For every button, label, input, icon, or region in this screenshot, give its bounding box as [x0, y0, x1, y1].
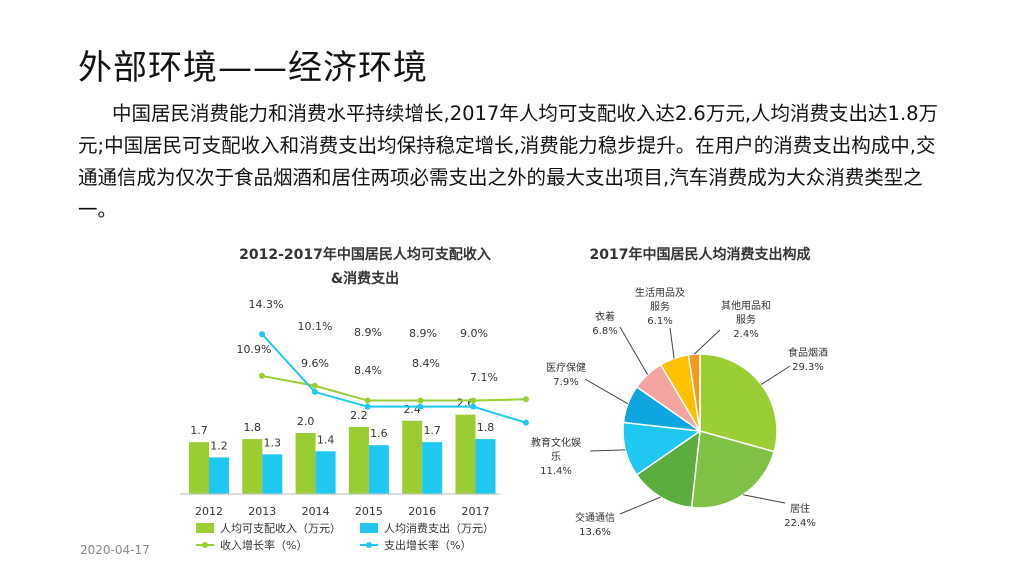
point-income-growth-2015	[417, 397, 424, 404]
pie-label-5: 衣着	[595, 310, 615, 323]
bar-label-expense-2016: 1.7	[423, 424, 441, 437]
point-expense-growth-2016	[470, 403, 477, 410]
bar-expense-2012	[209, 457, 229, 494]
expense-growth-label-2015: 8.4%	[412, 357, 440, 370]
point-expense-growth-2013	[311, 388, 318, 395]
legend-swatch-income	[196, 523, 214, 533]
point-income-growth-2016	[470, 397, 477, 404]
bar-label-income-2015: 2.2	[350, 409, 368, 422]
pie-slice-1	[690, 430, 776, 509]
pie-label-0: 食品烟酒	[788, 346, 828, 359]
legend-label-income: 人均可支配收入（万元）	[220, 521, 341, 535]
line-income-growth	[261, 374, 527, 402]
pie-pct-3: 11.4%	[540, 466, 572, 477]
bar-income-2012	[189, 442, 209, 494]
pie-leader-1	[743, 494, 786, 504]
legend-swatch-expense	[360, 523, 378, 533]
slide-title: 外部环境——经济环境	[78, 48, 428, 88]
footer-date: 2020-04-17	[80, 543, 150, 557]
pie-leader-4	[584, 378, 629, 405]
bar-income-2013	[242, 439, 263, 494]
legend-marker-income-growth	[202, 542, 208, 548]
pie-leader-6	[669, 327, 675, 359]
income-growth-label-2014: 8.9%	[354, 326, 382, 339]
pie-label-2: 交通通信	[575, 511, 615, 524]
bar-chart-title-line1: 2012-2017年中国居民人均可支配收入	[239, 247, 491, 263]
pie-label-4: 医疗保健	[546, 361, 586, 374]
pie-leader-2	[619, 496, 661, 515]
legend-label-expense-growth: 支出增长率（%）	[384, 538, 471, 552]
bar-label-expense-2012: 1.2	[210, 439, 228, 452]
bar-expense-2017	[475, 439, 496, 494]
point-expense-growth-2017	[523, 419, 529, 426]
bar-expense-2014	[315, 451, 336, 494]
bar-label-income-2013: 1.8	[244, 421, 262, 434]
pie-pct-4: 7.9%	[553, 377, 578, 388]
bar-label-expense-2014: 1.4	[317, 433, 335, 446]
x-tick-2012: 2012	[195, 505, 223, 518]
point-income-growth-2017	[523, 396, 529, 403]
bar-label-income-2012: 1.7	[190, 424, 208, 437]
bar-income-2015	[348, 426, 369, 494]
bar-expense-2016	[422, 442, 443, 494]
x-tick-2016: 2016	[408, 505, 436, 518]
pie-chart-title: 2017年中国居民人均消费支出构成	[589, 247, 811, 263]
legend-label-income-growth: 收入增长率（%）	[220, 538, 307, 552]
pie-pct-5: 6.8%	[592, 326, 617, 337]
line-expense-growth	[261, 333, 527, 424]
pie-leader-0	[761, 365, 791, 385]
pie-pct-2: 13.6%	[579, 527, 611, 538]
pie-label-1: 居住	[790, 502, 810, 515]
point-income-growth-2014	[364, 397, 371, 404]
pie-label-3-line2: 乐	[551, 451, 561, 463]
expense-growth-label-2012: 14.3%	[249, 298, 284, 311]
bar-chart-title: 2012-2017年中国居民人均可支配收入 &消费支出	[210, 243, 520, 291]
bar-label-expense-2013: 1.3	[264, 436, 282, 449]
intro-paragraph: 中国居民消费能力和消费水平持续增长,2017年人均可支配收入达2.6万元,人均消…	[78, 102, 939, 221]
bar-label-expense-2017: 1.8	[477, 421, 495, 434]
bar-label-expense-2015: 1.6	[370, 427, 388, 440]
bar-income-2016	[402, 420, 423, 494]
point-income-growth-2013	[311, 382, 318, 389]
pie-pct-1: 22.4%	[784, 518, 816, 529]
expense-growth-label-2017: 7.1%	[470, 371, 498, 384]
pie-pct-0: 29.3%	[792, 362, 824, 373]
pie-label-7: 其他用品和	[721, 299, 771, 312]
pie-pct-6: 6.1%	[647, 316, 672, 327]
expense-growth-label-2013: 9.6%	[301, 357, 329, 370]
bar-chart-title-line2: &消费支出	[330, 271, 400, 287]
bar-income-2014	[295, 433, 316, 494]
pie-leader-5	[619, 326, 649, 375]
pie-label-3: 教育文化娱	[531, 436, 581, 449]
pie-leader-7	[693, 329, 721, 355]
income-growth-label-2017: 9.0%	[460, 327, 488, 340]
pie-label-6-line2: 服务	[650, 300, 670, 313]
bar-label-income-2014: 2.0	[297, 415, 315, 428]
point-income-growth-2012	[259, 372, 265, 379]
x-tick-2014: 2014	[302, 505, 330, 518]
pie-pct-7: 2.4%	[733, 329, 758, 340]
income-growth-label-2015: 8.9%	[409, 327, 437, 340]
pie-label-6: 生活用品及	[635, 286, 685, 299]
point-expense-growth-2015	[417, 403, 424, 410]
x-tick-2013: 2013	[248, 505, 276, 518]
pie-leader-3	[589, 449, 626, 452]
point-expense-growth-2014	[364, 403, 371, 410]
income-growth-label-2013: 10.1%	[298, 320, 333, 333]
legend-label-expense: 人均消费支出（万元）	[384, 521, 494, 535]
expense-growth-label-2014: 8.4%	[354, 364, 382, 377]
bar-expense-2013	[262, 454, 283, 494]
pie-slice-7	[687, 353, 701, 432]
x-tick-2017: 2017	[462, 505, 490, 518]
bar-income-2017	[455, 414, 476, 494]
bar-expense-2015	[368, 445, 389, 494]
pie-label-7-line2: 服务	[736, 313, 756, 326]
x-tick-2015: 2015	[355, 505, 383, 518]
income-growth-label-2012: 10.9%	[237, 343, 272, 356]
legend-marker-expense-growth	[366, 542, 372, 548]
point-expense-growth-2012	[259, 331, 265, 338]
